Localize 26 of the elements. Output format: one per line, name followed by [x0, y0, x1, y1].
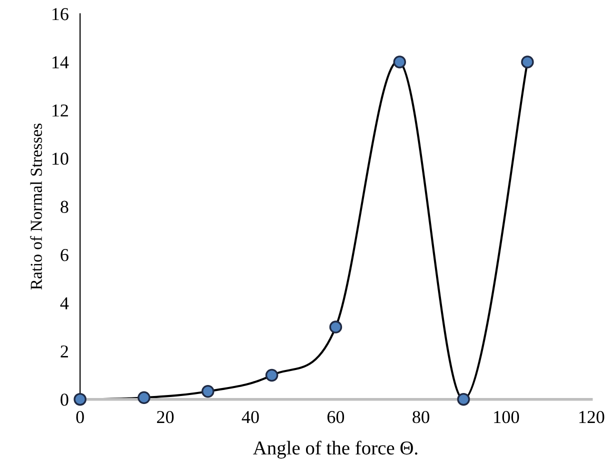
y-tick-label: 0: [60, 394, 68, 406]
point: [74, 392, 86, 406]
y-tick-label: 2: [60, 345, 68, 358]
y-tick-label: 14: [52, 56, 69, 68]
x-tick-label: 40: [242, 410, 259, 424]
x-tick-label: 60: [327, 410, 344, 424]
x-tick-label: 120: [579, 410, 604, 424]
point: [329, 320, 342, 334]
y-tick-label: 6: [60, 249, 68, 262]
x-tick-label: 20: [157, 410, 174, 424]
point: [521, 56, 534, 68]
x-tick-label: 100: [494, 410, 519, 424]
y-axis-title: Ratio of Normal Stresses: [30, 124, 42, 290]
y-tick-label: 8: [60, 200, 68, 213]
point: [457, 392, 470, 406]
y-tick-label: 16: [52, 8, 68, 20]
x-axis-title: Angle of the force Θ.: [253, 440, 418, 459]
y-tick-label: 10: [52, 152, 68, 165]
point: [265, 368, 278, 382]
x-tick-label: 80: [412, 410, 430, 424]
point: [393, 56, 406, 68]
x-tick-label: 0: [76, 410, 84, 424]
point: [202, 384, 214, 398]
y-tick-label: 4: [60, 297, 69, 310]
y-tick-label: 12: [52, 104, 68, 116]
point: [138, 391, 150, 404]
